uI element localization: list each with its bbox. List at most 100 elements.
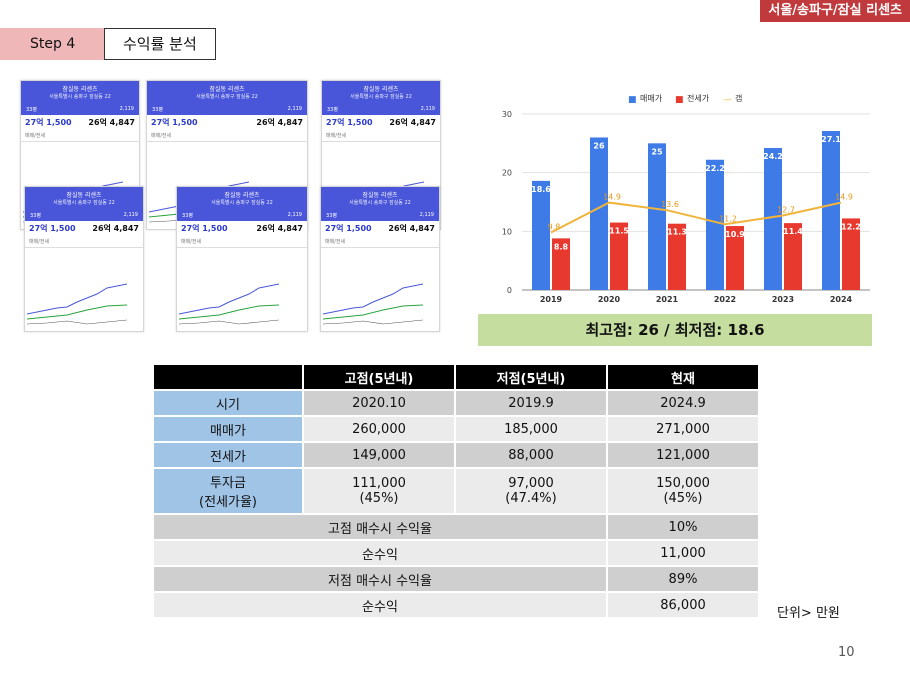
jeonse-price: 26억 4,847 <box>92 224 139 233</box>
summary-row: 순수익 11,000 <box>154 541 758 565</box>
app-title: 잠실동 리센츠 <box>224 192 260 199</box>
app-title: 잠실동 리센츠 <box>363 86 399 93</box>
tab-trade-jeonse: 매매/전세 <box>181 239 202 245</box>
bar <box>842 218 860 290</box>
table-cell: 271,000 <box>608 417 758 441</box>
step-label: Step 4 <box>0 28 104 60</box>
app-count: 2,119 <box>419 212 434 218</box>
y-tick-label: 0 <box>507 286 512 295</box>
app-header: 잠실동 리센츠 서울특별시 송파구 잠실동 22 33평 2,119 <box>321 187 439 221</box>
row-label: 전세가 <box>154 443 302 467</box>
legend-label: 전세가 <box>687 93 710 103</box>
gap-label: 14.9 <box>603 193 621 202</box>
trade-price: 27억 1,500 <box>325 224 372 233</box>
jeonse-price: 26억 4,847 <box>256 118 303 127</box>
data-label: 26 <box>593 141 605 150</box>
app-address: 서울특별시 송파구 잠실동 22 <box>211 200 273 206</box>
app-area: 33평 <box>26 107 37 113</box>
summary-label: 순수익 <box>154 541 606 565</box>
table-header-corner <box>154 365 302 389</box>
bar <box>532 180 550 290</box>
legend-swatch: ■ <box>675 95 684 105</box>
legend-label: 갭 <box>735 93 742 103</box>
table-header-row: 고점(5년내) 저점(5년내) 현재 <box>154 365 758 389</box>
bar <box>552 238 570 290</box>
row-label: 시기 <box>154 391 302 415</box>
step-header: Step 4 수익률 분석 <box>0 28 216 60</box>
table-cell: 260,000 <box>304 417 454 441</box>
table-row: 매매가 260,000 185,000 271,000 <box>154 417 758 441</box>
legend-label: 매매가 <box>640 94 663 103</box>
data-label: 11.3 <box>667 228 687 237</box>
trade-price: 27억 1,500 <box>326 118 373 127</box>
table-cell: 2019.9 <box>456 391 606 415</box>
gap-label: 14.9 <box>835 193 853 202</box>
app-screenshot: 잠실동 리센츠 서울특별시 송파구 잠실동 22 33평 2,119 27억 1,500… <box>24 186 144 332</box>
app-title: 잠실동 리센츠 <box>209 86 245 93</box>
chart-summary: 최고점: 26 / 최저점: 18.6 <box>478 314 872 346</box>
summary-value: 11,000 <box>608 541 758 565</box>
tab-trade-jeonse: 매매/전세 <box>326 133 347 139</box>
gap-label: 9.8 <box>548 223 561 232</box>
summary-row: 고점 매수시 수익율 10% <box>154 515 758 539</box>
page-number: 10 <box>838 645 855 660</box>
app-title: 잠실동 리센츠 <box>362 192 398 199</box>
legend-swatch: ■ <box>628 95 637 105</box>
gap-label: 11.2 <box>719 214 737 223</box>
trade-price: 27억 1,500 <box>29 224 76 233</box>
table-cell: 2024.9 <box>608 391 758 415</box>
legend-swatch: — <box>723 95 732 105</box>
bar <box>784 223 802 290</box>
y-tick-label: 20 <box>502 169 512 178</box>
app-title: 잠실동 리센츠 <box>62 86 98 93</box>
app-count: 2,119 <box>123 212 138 218</box>
tab-trade-jeonse: 매매/전세 <box>151 133 172 139</box>
app-area: 33평 <box>182 213 193 219</box>
unit-note: 단위> 만원 <box>777 606 840 621</box>
table-cell: 185,000 <box>456 417 606 441</box>
app-address: 서울특별시 송파구 잠실동 22 <box>349 200 411 206</box>
jeonse-price: 26억 4,847 <box>256 224 303 233</box>
tab-trade-jeonse: 매매/전세 <box>25 133 46 139</box>
app-header: 잠실동 리센츠 서울특별시 송파구 잠실동 22 33평 2,119 <box>25 187 143 221</box>
app-screenshot: 잠실동 리센츠 서울특별시 송파구 잠실동 22 33평 2,119 27억 1,500… <box>176 186 308 332</box>
bar <box>822 131 840 290</box>
x-tick-label: 2021 <box>656 295 679 304</box>
data-label: 24.2 <box>763 152 783 161</box>
bar <box>648 143 666 290</box>
table-row: 전세가 149,000 88,000 121,000 <box>154 443 758 467</box>
data-label: 8.8 <box>554 242 569 251</box>
trade-price: 27억 1,500 <box>25 118 72 127</box>
app-area: 33평 <box>30 213 41 219</box>
summary-label: 고점 매수시 수익율 <box>154 515 606 539</box>
app-header: 잠실동 리센츠 서울특별시 송파구 잠실동 22 33평 2,119 <box>177 187 307 221</box>
jeonse-price: 26억 4,847 <box>388 224 435 233</box>
app-area: 33평 <box>152 107 163 113</box>
summary-value: 89% <box>608 567 758 591</box>
table-row: 투자금 (전세가율) 111,000 (45%) 97,000 (47.4%) 150,00… <box>154 469 758 513</box>
summary-row: 순수익 86,000 <box>154 593 758 617</box>
table-header: 현재 <box>608 365 758 389</box>
bar <box>590 137 608 290</box>
app-area: 33평 <box>327 107 338 113</box>
tab-trade-jeonse: 매매/전세 <box>325 239 346 245</box>
summary-row: 저점 매수시 수익율 89% <box>154 567 758 591</box>
summary-value: 10% <box>608 515 758 539</box>
mini-chart <box>179 283 279 325</box>
row-label: 매매가 <box>154 417 302 441</box>
x-tick-label: 2023 <box>772 295 794 304</box>
app-header: 잠실동 리센츠 서울특별시 송파구 잠실동 22 33평 2,119 <box>21 81 139 115</box>
y-tick-label: 10 <box>502 227 512 236</box>
table-cell: 2020.10 <box>304 391 454 415</box>
table-cell: 88,000 <box>456 443 606 467</box>
x-tick-label: 2019 <box>540 295 563 304</box>
bar <box>726 226 744 290</box>
app-screenshot: 잠실동 리센츠 서울특별시 송파구 잠실동 22 33평 2,119 27억 1,500… <box>320 186 440 332</box>
app-count: 2,119 <box>287 106 302 112</box>
table-cell: 150,000 (45%) <box>608 469 758 513</box>
summary-value: 86,000 <box>608 593 758 617</box>
tab-trade-jeonse: 매매/전세 <box>29 239 50 245</box>
app-header: 잠실동 리센츠 서울특별시 송파구 잠실동 22 33평 2,119 <box>322 81 440 115</box>
mini-chart <box>323 283 423 325</box>
